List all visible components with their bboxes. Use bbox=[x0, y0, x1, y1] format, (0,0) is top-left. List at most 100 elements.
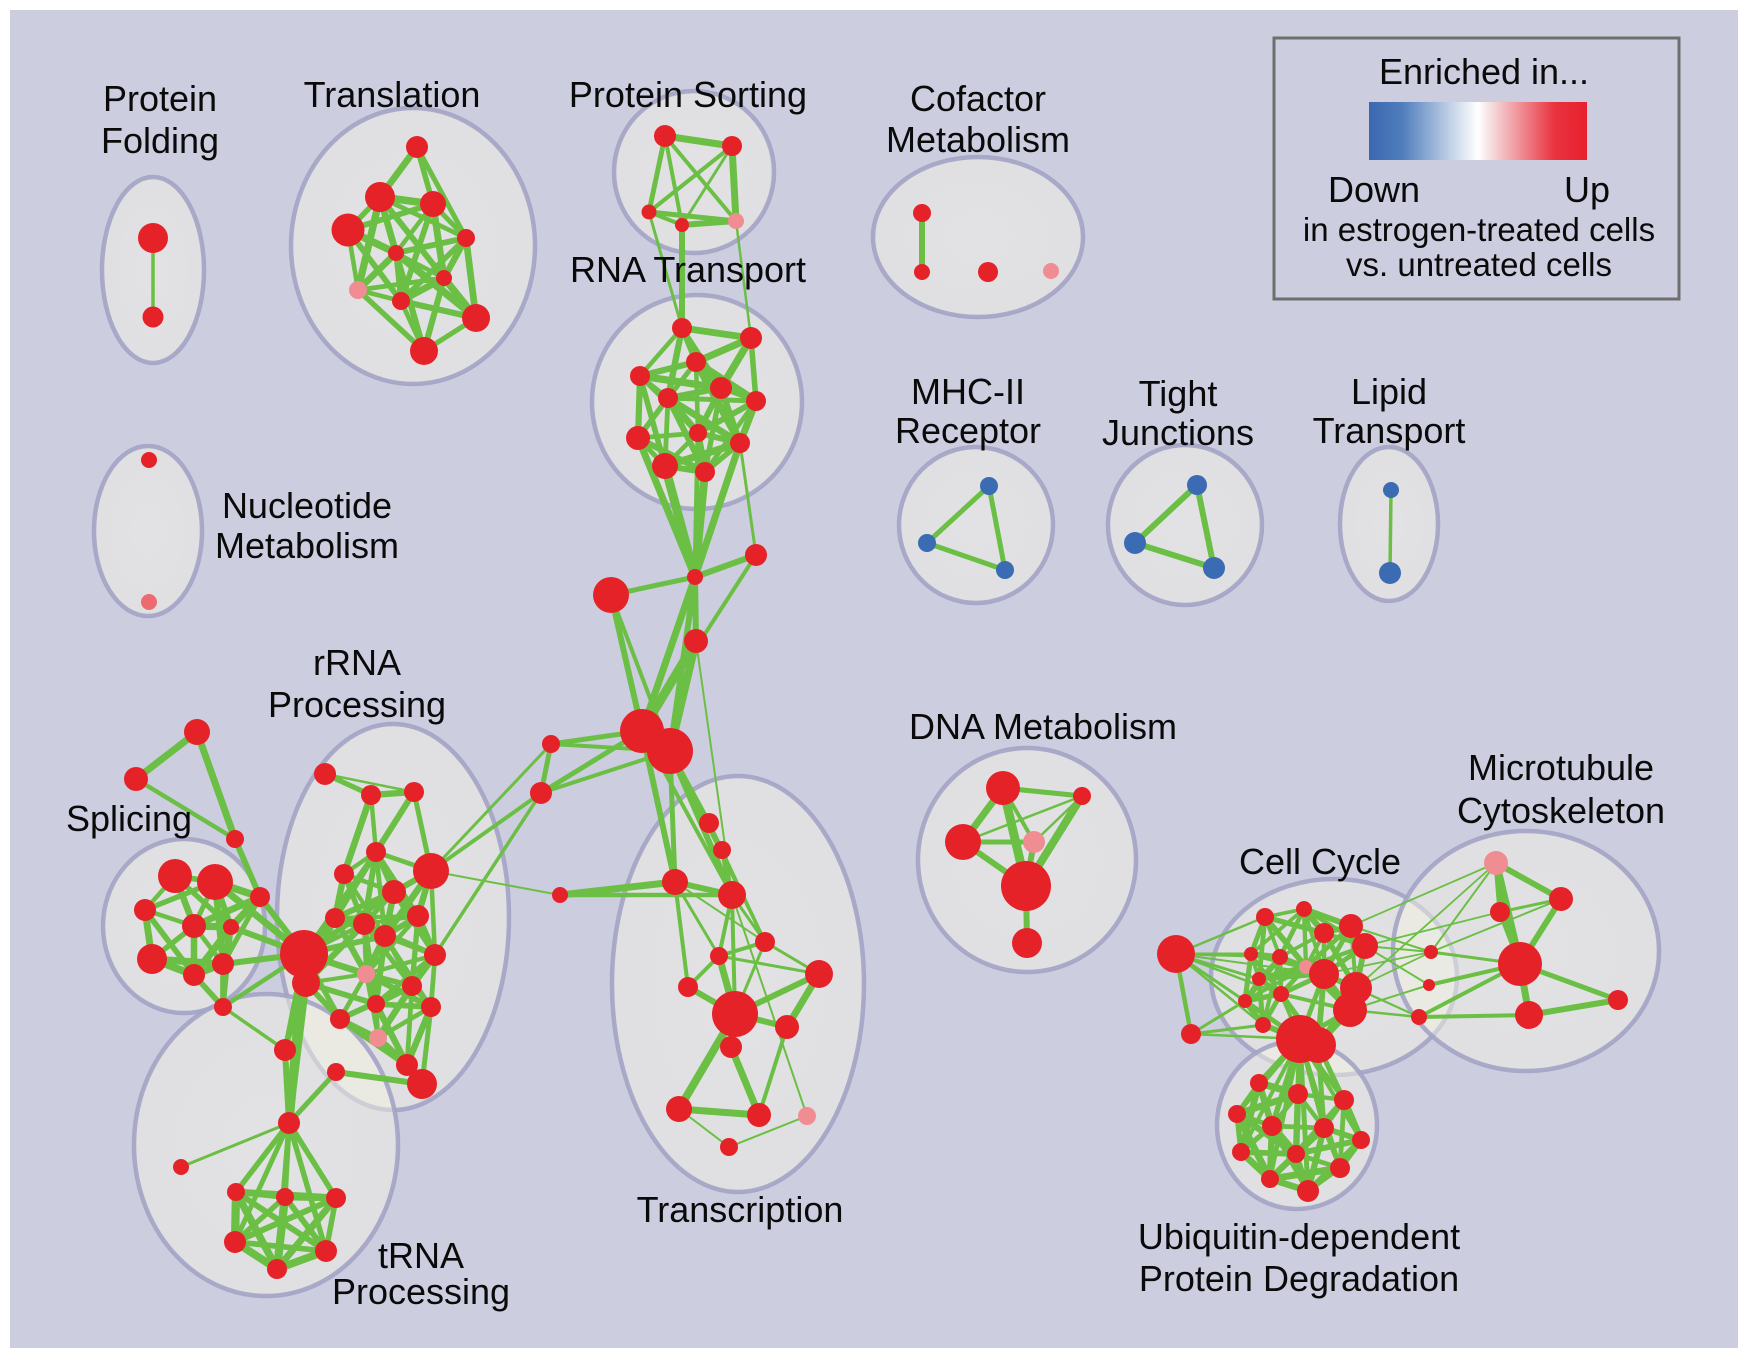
gene-set-node-dm3[interactable] bbox=[945, 824, 981, 860]
gene-set-node-t_c[interactable] bbox=[420, 191, 446, 217]
gene-set-node-m9[interactable] bbox=[1252, 972, 1266, 986]
gene-set-node-mh1[interactable] bbox=[980, 477, 998, 495]
gene-set-node-r4[interactable] bbox=[366, 842, 386, 862]
gene-set-node-u11[interactable] bbox=[1330, 1158, 1350, 1178]
gene-set-node-r8[interactable] bbox=[407, 905, 429, 927]
gene-set-node-r1[interactable] bbox=[314, 763, 336, 785]
gene-set-node-tc_j[interactable] bbox=[666, 1096, 692, 1122]
gene-set-node-dm2[interactable] bbox=[1073, 787, 1091, 805]
gene-set-node-tc_n[interactable] bbox=[552, 887, 568, 903]
gene-set-node-s3[interactable] bbox=[134, 899, 156, 921]
gene-set-node-mh2[interactable] bbox=[918, 534, 936, 552]
gene-set-node-tc_l[interactable] bbox=[798, 1107, 816, 1125]
gene-set-node-mt6[interactable] bbox=[1608, 990, 1628, 1010]
gene-set-node-cc1[interactable] bbox=[1157, 935, 1195, 973]
gene-set-node-rt3[interactable] bbox=[686, 352, 706, 372]
gene-set-node-m5[interactable] bbox=[1352, 933, 1378, 959]
gene-set-node-cf2[interactable] bbox=[914, 264, 930, 280]
gene-set-node-r2[interactable] bbox=[361, 785, 381, 805]
gene-set-node-q4[interactable] bbox=[684, 629, 708, 653]
gene-set-node-t_g[interactable] bbox=[436, 270, 452, 286]
gene-set-node-h2[interactable] bbox=[292, 969, 320, 997]
gene-set-node-sg3[interactable] bbox=[226, 830, 244, 848]
gene-set-node-m11[interactable] bbox=[1238, 994, 1252, 1008]
gene-set-node-m10[interactable] bbox=[1273, 986, 1289, 1002]
gene-set-node-tr5[interactable] bbox=[224, 1231, 246, 1253]
gene-set-node-r18[interactable] bbox=[369, 1029, 387, 1047]
gene-set-node-r3[interactable] bbox=[404, 782, 424, 802]
gene-set-node-r14[interactable] bbox=[402, 976, 422, 996]
gene-set-node-s2[interactable] bbox=[197, 864, 233, 900]
gene-set-node-mt3[interactable] bbox=[1490, 902, 1510, 922]
gene-set-node-mt1[interactable] bbox=[1484, 851, 1508, 875]
gene-set-node-s8[interactable] bbox=[212, 953, 234, 975]
gene-set-node-ps5[interactable] bbox=[728, 213, 744, 229]
gene-set-node-s5[interactable] bbox=[223, 919, 239, 935]
gene-set-node-cf1[interactable] bbox=[913, 204, 931, 222]
gene-set-node-cf3[interactable] bbox=[978, 262, 998, 282]
gene-set-node-sg1[interactable] bbox=[184, 719, 210, 745]
gene-set-node-mt5[interactable] bbox=[1515, 1001, 1543, 1029]
gene-set-node-m2[interactable] bbox=[1296, 901, 1312, 917]
gene-set-node-t_e[interactable] bbox=[388, 245, 404, 261]
gene-set-node-r6[interactable] bbox=[334, 864, 354, 884]
gene-set-node-dm1[interactable] bbox=[986, 771, 1020, 805]
gene-set-node-s7[interactable] bbox=[183, 964, 205, 986]
gene-set-node-ps4[interactable] bbox=[675, 218, 689, 232]
gene-set-node-s4[interactable] bbox=[182, 914, 206, 938]
gene-set-node-u4[interactable] bbox=[1228, 1105, 1246, 1123]
gene-set-node-r21[interactable] bbox=[274, 1039, 296, 1061]
gene-set-node-lp2[interactable] bbox=[1379, 562, 1401, 584]
gene-set-node-t_b[interactable] bbox=[365, 182, 395, 212]
gene-set-node-q3[interactable] bbox=[593, 577, 629, 613]
gene-set-node-t_d[interactable] bbox=[331, 213, 365, 247]
gene-set-node-m12[interactable] bbox=[1309, 959, 1339, 989]
gene-set-node-m15[interactable] bbox=[1255, 1017, 1271, 1033]
gene-set-node-r15[interactable] bbox=[367, 995, 385, 1013]
gene-set-node-tc_k[interactable] bbox=[747, 1103, 771, 1127]
gene-set-node-m14[interactable] bbox=[1333, 993, 1367, 1027]
gene-set-node-tr1[interactable] bbox=[173, 1159, 189, 1175]
gene-set-node-u9[interactable] bbox=[1287, 1145, 1305, 1163]
gene-set-node-tc_f[interactable] bbox=[805, 960, 833, 988]
gene-set-node-sg2[interactable] bbox=[124, 767, 148, 791]
gene-set-node-tj3[interactable] bbox=[1203, 557, 1225, 579]
gene-set-node-tr2[interactable] bbox=[227, 1183, 245, 1201]
gene-set-node-rt12[interactable] bbox=[695, 462, 715, 482]
gene-set-node-rt2[interactable] bbox=[740, 327, 762, 349]
gene-set-node-r7[interactable] bbox=[382, 880, 406, 904]
gene-set-node-rt4[interactable] bbox=[630, 366, 650, 386]
gene-set-node-rt10[interactable] bbox=[730, 433, 750, 453]
gene-set-node-tc_m[interactable] bbox=[720, 1138, 738, 1156]
gene-set-node-ps1[interactable] bbox=[654, 125, 676, 147]
gene-set-node-mh3[interactable] bbox=[996, 561, 1014, 579]
gene-set-node-u1[interactable] bbox=[1250, 1074, 1268, 1092]
gene-set-node-rt5[interactable] bbox=[658, 388, 678, 408]
gene-set-node-tc_i[interactable] bbox=[720, 1036, 742, 1058]
gene-set-node-u7[interactable] bbox=[1352, 1131, 1370, 1149]
gene-set-node-tr7[interactable] bbox=[267, 1259, 287, 1279]
gene-set-node-tc_a[interactable] bbox=[662, 869, 688, 895]
gene-set-node-r22[interactable] bbox=[327, 1063, 345, 1081]
gene-set-node-q2[interactable] bbox=[745, 544, 767, 566]
gene-set-node-tc_e[interactable] bbox=[678, 977, 698, 997]
gene-set-node-tc_d[interactable] bbox=[710, 947, 728, 965]
gene-set-node-m4[interactable] bbox=[1339, 914, 1363, 938]
gene-set-node-r5[interactable] bbox=[413, 853, 449, 889]
gene-set-node-tj2[interactable] bbox=[1124, 532, 1146, 554]
gene-set-node-mt4[interactable] bbox=[1498, 942, 1542, 986]
gene-set-node-rt6[interactable] bbox=[710, 377, 732, 399]
gene-set-node-nm2[interactable] bbox=[141, 594, 157, 610]
gene-set-node-q1[interactable] bbox=[687, 569, 703, 585]
gene-set-node-s9[interactable] bbox=[214, 998, 232, 1016]
gene-set-node-dm5[interactable] bbox=[1001, 861, 1051, 911]
gene-set-node-k1[interactable] bbox=[1424, 945, 1438, 959]
gene-set-node-x2[interactable] bbox=[713, 841, 731, 859]
gene-set-node-s10[interactable] bbox=[250, 887, 270, 907]
gene-set-node-pf2[interactable] bbox=[142, 306, 164, 328]
gene-set-node-nm1[interactable] bbox=[141, 452, 157, 468]
gene-set-node-r9[interactable] bbox=[325, 908, 345, 928]
gene-set-node-rt1[interactable] bbox=[672, 318, 692, 338]
gene-set-node-u12[interactable] bbox=[1297, 1180, 1319, 1202]
gene-set-node-r19[interactable] bbox=[396, 1054, 418, 1076]
